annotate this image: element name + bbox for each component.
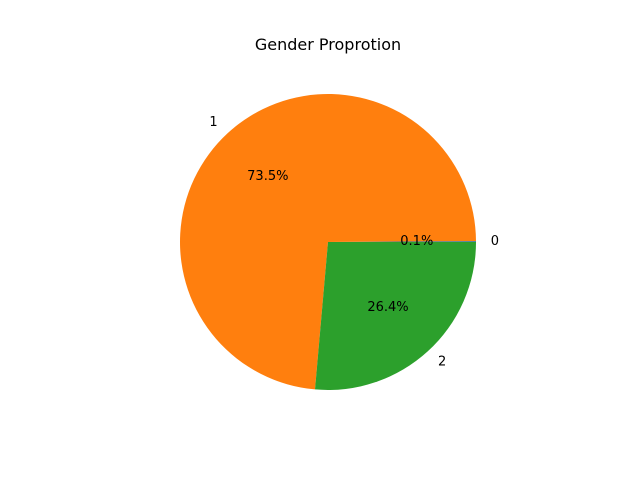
slice-percent-0: 0.1% — [400, 234, 433, 249]
slice-label-1: 1 — [209, 115, 217, 130]
chart-title: Gender Proprotion — [255, 35, 401, 54]
pie-slice-0 — [328, 241, 477, 242]
slice-label-2: 2 — [438, 355, 446, 370]
pie-slices — [180, 94, 477, 391]
pie-slice-2 — [315, 242, 476, 391]
slice-percent-1: 73.5% — [247, 169, 288, 184]
pie-slice-1 — [180, 94, 476, 390]
pie-labels: 0 0.1% 1 73.5% 2 26.4% — [209, 115, 499, 370]
slice-percent-2: 26.4% — [367, 300, 408, 315]
slice-label-0: 0 — [491, 234, 499, 249]
